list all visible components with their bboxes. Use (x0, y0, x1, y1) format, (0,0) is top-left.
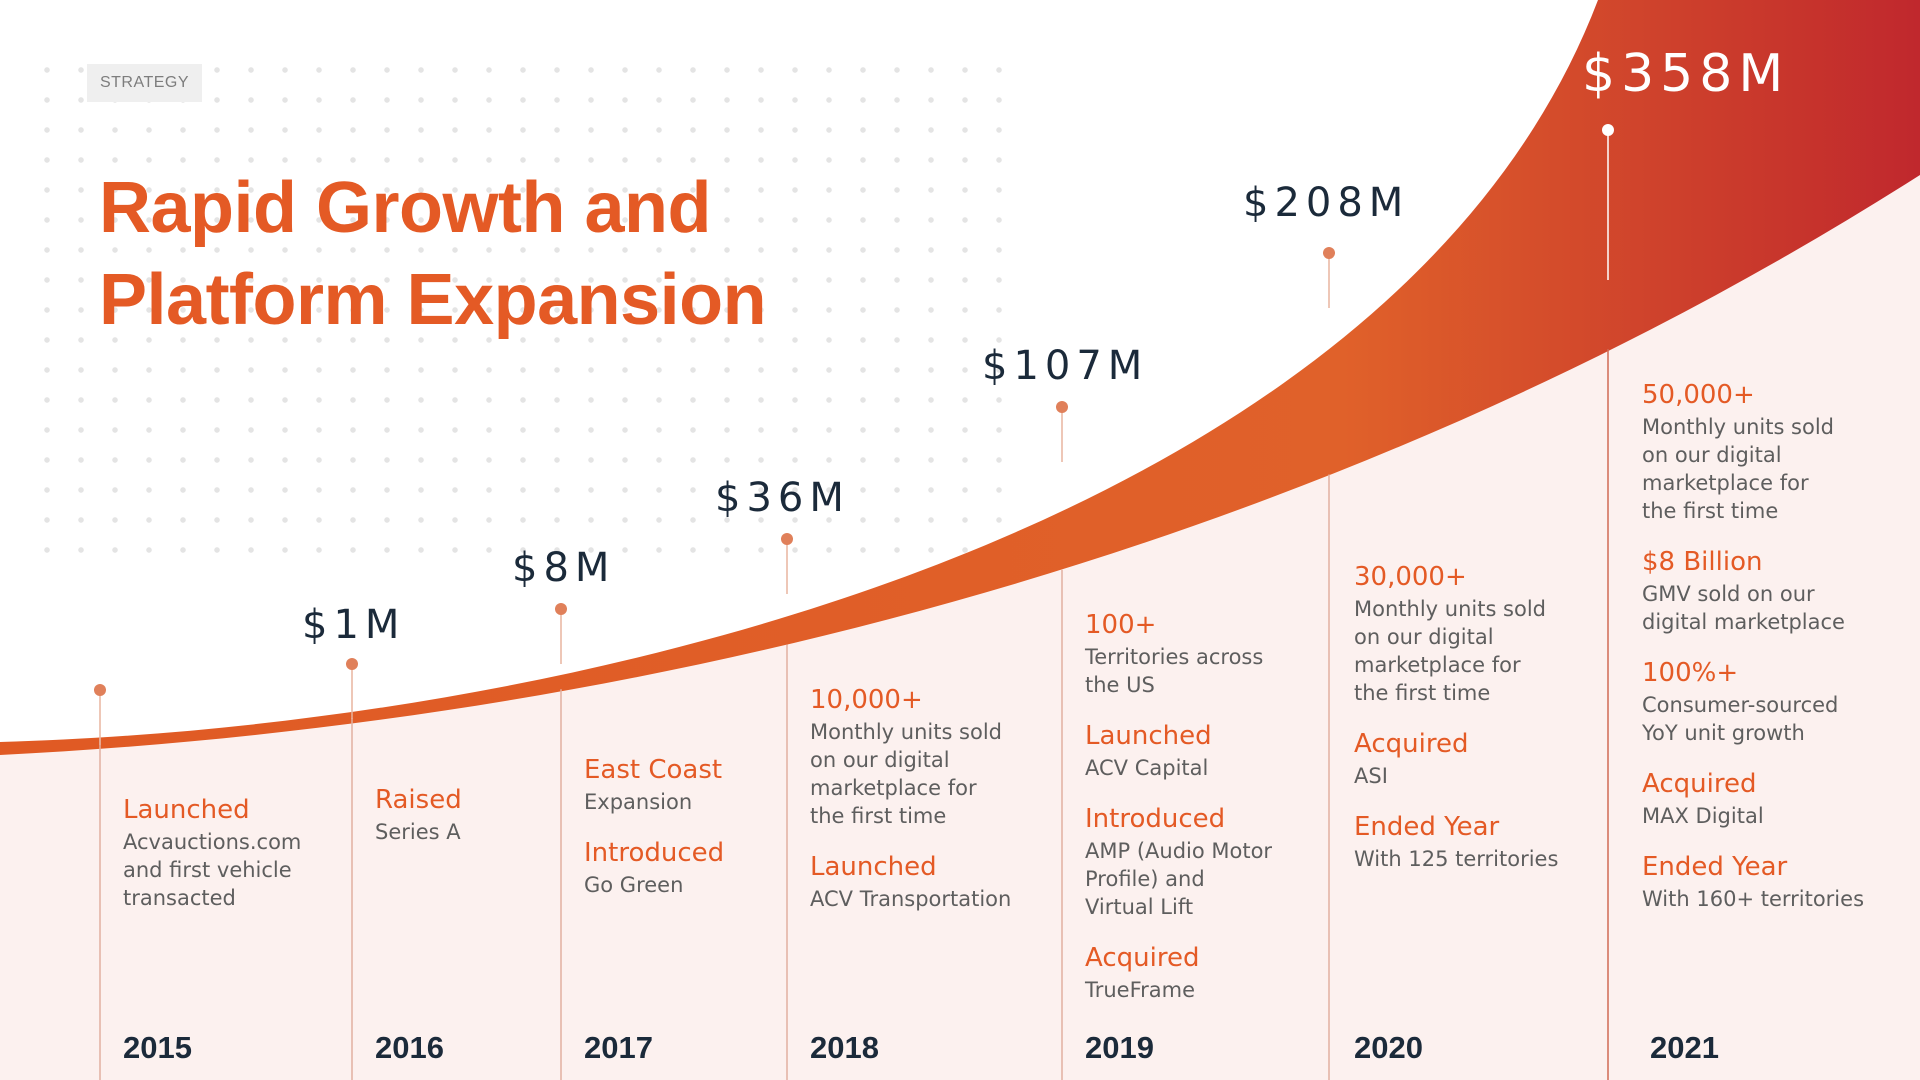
growth-curve (0, 0, 1920, 755)
year-label: 2015 (123, 1030, 192, 1065)
milestone-column-2015: Launched Acvauctions.com and first vehicl… (123, 795, 301, 934)
milestone-heading: Acquired (1354, 729, 1469, 759)
milestone-text: TrueFrame (1085, 978, 1196, 1002)
milestone-text: Monthly units sold on our digital market… (810, 720, 1003, 828)
milestone-heading: Acquired (1085, 943, 1200, 973)
page-title: Rapid Growth and Platform Expansion (99, 162, 859, 346)
year-label: 2017 (584, 1030, 653, 1065)
milestone-text: Series A (375, 820, 461, 844)
value-label: $36M (715, 475, 850, 521)
milestone-heading: Ended Year (1642, 852, 1788, 882)
title-line-1: Rapid Growth and (99, 168, 711, 248)
milestone-text: ASI (1354, 764, 1388, 788)
panel-area (0, 175, 1920, 1080)
value-marker (94, 684, 106, 696)
milestone-heading: Introduced (1085, 804, 1226, 834)
value-marker (346, 658, 358, 670)
milestone-text: Territories across the US (1085, 645, 1264, 697)
section-tag: STRATEGY (87, 64, 202, 102)
milestone-column-2021: 50,000+ Monthly units sold on our digital… (1642, 380, 1864, 935)
value-marker (781, 533, 793, 545)
year-label: 2020 (1354, 1030, 1423, 1065)
milestone-heading: Launched (123, 795, 250, 825)
milestone-heading: Introduced (584, 838, 725, 868)
milestone-text: Acvauctions.com and first vehicle transa… (123, 830, 302, 910)
value-marker (1323, 247, 1335, 259)
milestone-column-2020: 30,000+ Monthly units sold on our digital… (1354, 562, 1558, 895)
milestone-text: MAX Digital (1642, 804, 1764, 828)
milestone-text: Monthly units sold on our digital market… (1354, 597, 1547, 705)
milestone-text: GMV sold on our digital marketplace (1642, 582, 1845, 634)
milestone-heading: Raised (375, 785, 462, 815)
milestone-text: AMP (Audio Motor Profile) and Virtual Li… (1085, 839, 1273, 919)
value-label: $358M (1582, 44, 1790, 104)
dot-grid-background (30, 55, 1010, 575)
milestone-heading: Acquired (1642, 769, 1757, 799)
value-label: $107M (982, 343, 1149, 389)
milestone-heading: 50,000+ (1642, 380, 1755, 410)
year-label: 2016 (375, 1030, 444, 1065)
year-label: 2019 (1085, 1030, 1154, 1065)
milestone-heading: Launched (810, 852, 937, 882)
milestone-text: ACV Capital (1085, 756, 1209, 780)
milestone-heading: 100+ (1085, 610, 1157, 640)
milestone-heading: $8 Billion (1642, 547, 1763, 577)
value-label: $1M (302, 602, 406, 648)
milestone-column-2019: 100+ Territories across the US Launched ACV… (1085, 610, 1272, 1026)
year-label: 2018 (810, 1030, 879, 1065)
milestone-heading: East Coast (584, 755, 723, 785)
milestone-column-2017: East Coast Expansion Introduced Go Green (584, 755, 724, 921)
milestone-text: Go Green (584, 873, 684, 897)
milestone-heading: 100%+ (1642, 658, 1739, 688)
value-label: $208M (1243, 180, 1410, 226)
year-label: 2021 (1650, 1030, 1719, 1065)
value-marker (1056, 401, 1068, 413)
milestone-text: With 125 territories (1354, 847, 1559, 871)
value-marker (1602, 124, 1614, 136)
milestone-heading: 10,000+ (810, 685, 923, 715)
milestone-heading: Ended Year (1354, 812, 1500, 842)
milestone-heading: 30,000+ (1354, 562, 1467, 592)
milestone-column-2018: 10,000+ Monthly units sold on our digital… (810, 685, 1011, 935)
milestone-text: Expansion (584, 790, 693, 814)
milestone-text: Consumer-sourced YoY unit growth (1642, 693, 1839, 745)
milestone-text: Monthly units sold on our digital market… (1642, 415, 1835, 523)
milestone-column-2016: Raised Series A (375, 785, 462, 868)
milestone-heading: Launched (1085, 721, 1212, 751)
value-marker (555, 603, 567, 615)
title-line-2: Platform Expansion (99, 260, 767, 340)
milestone-text: ACV Transportation (810, 887, 1012, 911)
milestone-text: With 160+ territories (1642, 887, 1865, 911)
value-label: $8M (512, 545, 616, 591)
